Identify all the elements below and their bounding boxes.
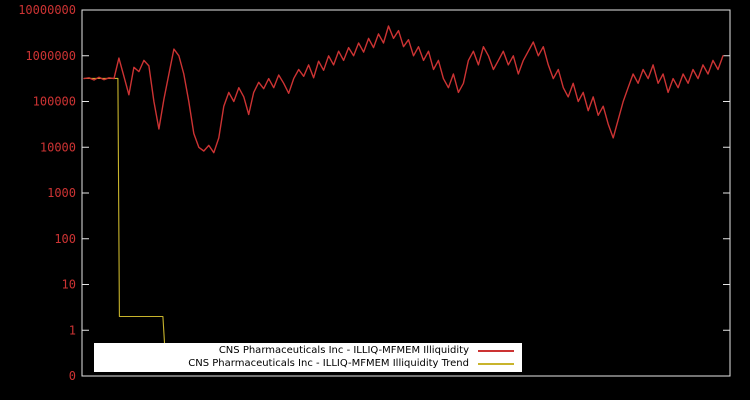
legend-line-sample-trend: [478, 362, 514, 365]
legend-item-trend: CNS Pharmaceuticals Inc - ILLIQ-MFMEM Il…: [102, 358, 514, 371]
legend: CNS Pharmaceuticals Inc - ILLIQ-MFMEM Il…: [94, 343, 522, 372]
y-axis-tick-label: 1: [69, 323, 76, 337]
y-axis-tick-label: 10: [62, 278, 76, 292]
series-line-trend: [83, 77, 168, 365]
y-axis-tick-label: 10000000: [18, 3, 76, 17]
y-axis-tick-label: 0: [69, 369, 76, 383]
y-axis-tick-label: 1000000: [25, 49, 76, 63]
plot-frame: [81, 9, 731, 377]
y-axis-tick-label: 100000: [33, 95, 76, 109]
y-axis-tick-label: 10000: [40, 140, 76, 154]
legend-label-illiquidity: CNS Pharmaceuticals Inc - ILLIQ-MFMEM Il…: [218, 345, 469, 357]
y-axis-tick-label: 100: [54, 232, 76, 246]
legend-item-illiquidity: CNS Pharmaceuticals Inc - ILLIQ-MFMEM Il…: [102, 345, 514, 358]
y-axis-tick-label: 1000: [47, 186, 76, 200]
legend-line-sample-illiquidity: [478, 350, 514, 353]
legend-label-trend: CNS Pharmaceuticals Inc - ILLIQ-MFMEM Il…: [188, 357, 469, 369]
series-line-illiquidity: [83, 25, 724, 154]
